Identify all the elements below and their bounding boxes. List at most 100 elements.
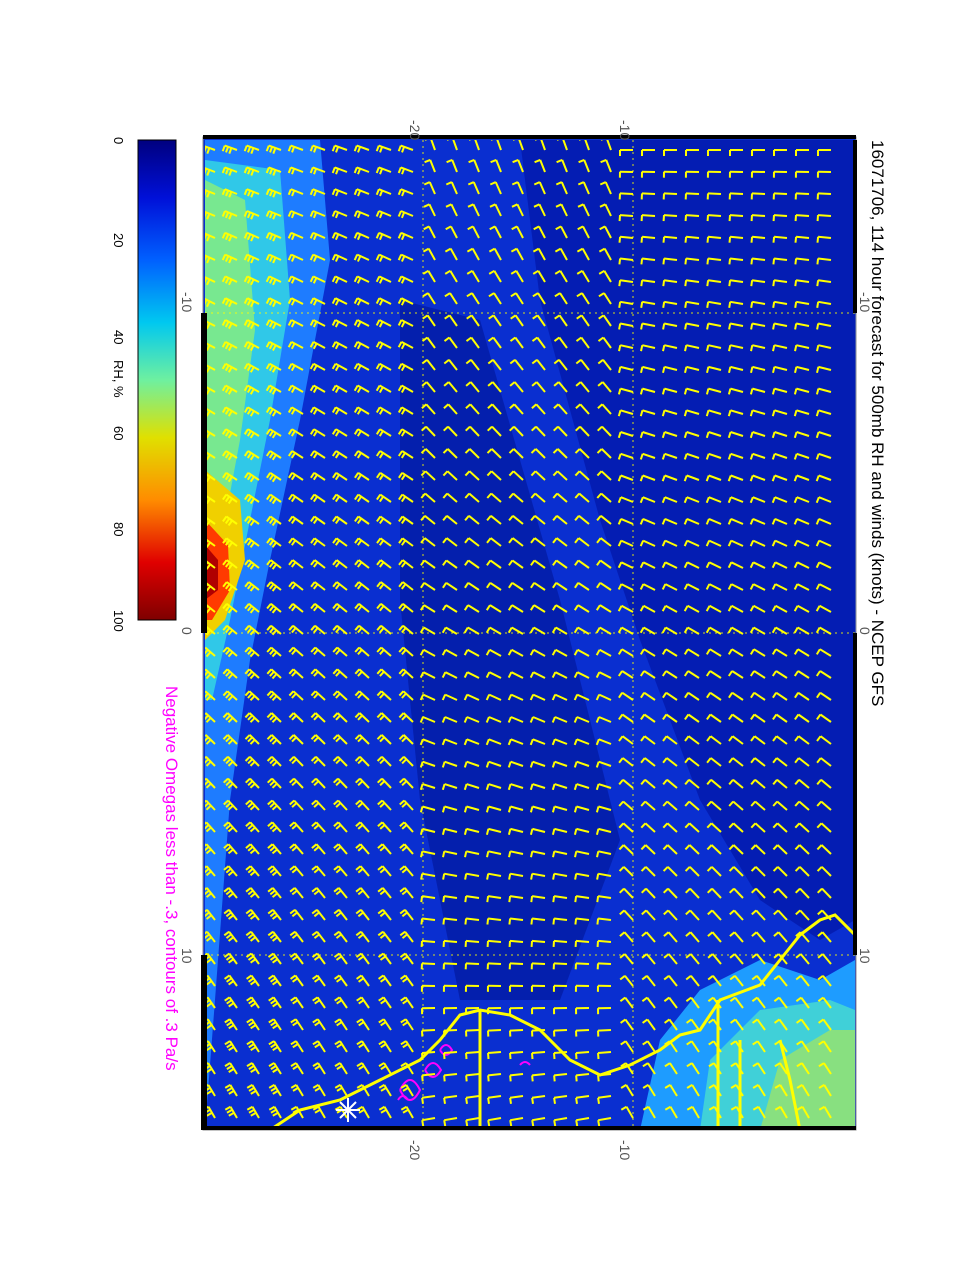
wind-barb-staff [378,188,392,195]
wind-barb-staff [690,975,700,987]
wind-barb-flag [640,866,647,872]
wind-barb-flag [265,254,271,261]
wind-barb-flag [222,559,228,566]
wind-barb-staff [554,716,568,723]
wind-barb-staff [225,471,238,481]
wind-barb-flag [223,799,229,806]
wind-barb-staff [383,1062,392,1075]
wind-barb-staff [777,953,788,965]
wind-barb-flag [685,975,692,981]
wind-barb-flag [291,824,298,830]
wind-barb-flag [309,428,315,435]
wind-barb-flag [817,996,824,1003]
wind-barb-flag [486,515,492,522]
wind-barb-staff [294,909,304,921]
wind-barb-staff [531,1073,546,1077]
wind-barb-flag [795,909,801,916]
wind-barb-flag [269,802,276,808]
wind-barb-flag [485,649,491,656]
wind-barb-flag [267,865,274,871]
wind-barb-staff [510,671,524,679]
wind-barb-staff [426,359,436,371]
wind-barb-staff [598,783,612,789]
wind-barb-flag [358,1065,365,1070]
wind-barb-staff [226,559,238,569]
wind-barb-flag [379,190,384,197]
wind-barb-staff [294,887,304,899]
wind-barb-staff [268,297,282,305]
wind-barb-staff [489,626,502,635]
wind-barb-flag [379,824,386,830]
wind-barb-flag [749,561,755,569]
wind-barb-staff [510,805,524,811]
wind-barb-staff [381,821,392,833]
wind-barb-staff [430,140,436,151]
wind-barb-staff [711,953,722,965]
wind-barb-flag [357,846,364,852]
wind-barb-flag [465,1097,468,1104]
wind-barb-flag [377,952,384,958]
wind-barb-staff [268,253,282,261]
wind-barb-flag [290,299,296,306]
wind-barb-staff [818,517,832,525]
wind-barb-staff [490,470,502,481]
wind-barb-flag [555,225,562,231]
wind-barb-staff [821,953,832,965]
wind-barb-staff [312,231,326,239]
wind-barb-flag [227,892,234,898]
wind-barb-staff [708,365,722,371]
wind-barb-flag [727,475,732,482]
wind-barb-flag [290,1105,297,1111]
wind-barb-flag [311,909,318,915]
wind-barb-flag [596,470,603,477]
wind-barb-staff [775,626,788,635]
wind-barb-flag [463,649,469,656]
wind-barb-flag [575,1052,578,1060]
wind-barb-staff [776,800,788,811]
wind-barb-flag [333,909,340,915]
wind-barb-staff [575,1029,590,1032]
wind-barb-staff [795,257,810,261]
wind-barb-staff [755,931,766,943]
wind-barb-flag [378,299,384,306]
wind-barb-flag [226,1065,233,1070]
wind-barb-flag [686,1062,693,1068]
wind-barb-flag [441,828,446,835]
wind-barb-staff [291,384,304,393]
wind-barb-staff [577,559,590,569]
wind-barb-staff [493,248,502,261]
wind-barb-flag [728,800,734,807]
wind-barb-staff [205,232,216,239]
wind-barb-staff [402,581,414,591]
wind-barb-staff [642,452,656,459]
wind-barb-staff [358,668,370,679]
wind-barb-flag [752,1018,758,1024]
wind-barb-flag [250,213,255,220]
wind-barb-flag [511,181,519,186]
wind-barb-flag [640,692,646,699]
wind-barb-flag [375,210,380,217]
wind-barb-flag [618,344,622,352]
wind-barb-staff [689,953,700,965]
wind-barb-flag [727,496,732,504]
wind-barb-staff [246,188,260,195]
wind-barb-flag [265,341,271,348]
wind-barb-flag [291,867,298,874]
wind-barb-staff [686,235,700,239]
wind-barb-staff [336,581,348,591]
map-title: 16071706, 114 hour forecast for 500mb RH… [868,140,887,706]
wind-barb-staff [818,365,832,371]
wind-barb-flag [706,866,713,872]
wind-barb-flag [332,734,339,740]
wind-barb-staff [755,953,766,965]
wind-barb-flag [617,410,622,417]
wind-barb-flag [310,734,317,740]
wind-barb-flag [227,519,233,526]
wind-barb-staff [382,887,392,899]
wind-barb-flag [729,887,735,894]
wind-barb-staff [619,257,634,261]
wind-barb-staff [356,210,370,217]
wind-barb-staff [735,1062,744,1075]
wind-barb-flag [706,301,710,308]
wind-barb-flag [309,319,315,326]
